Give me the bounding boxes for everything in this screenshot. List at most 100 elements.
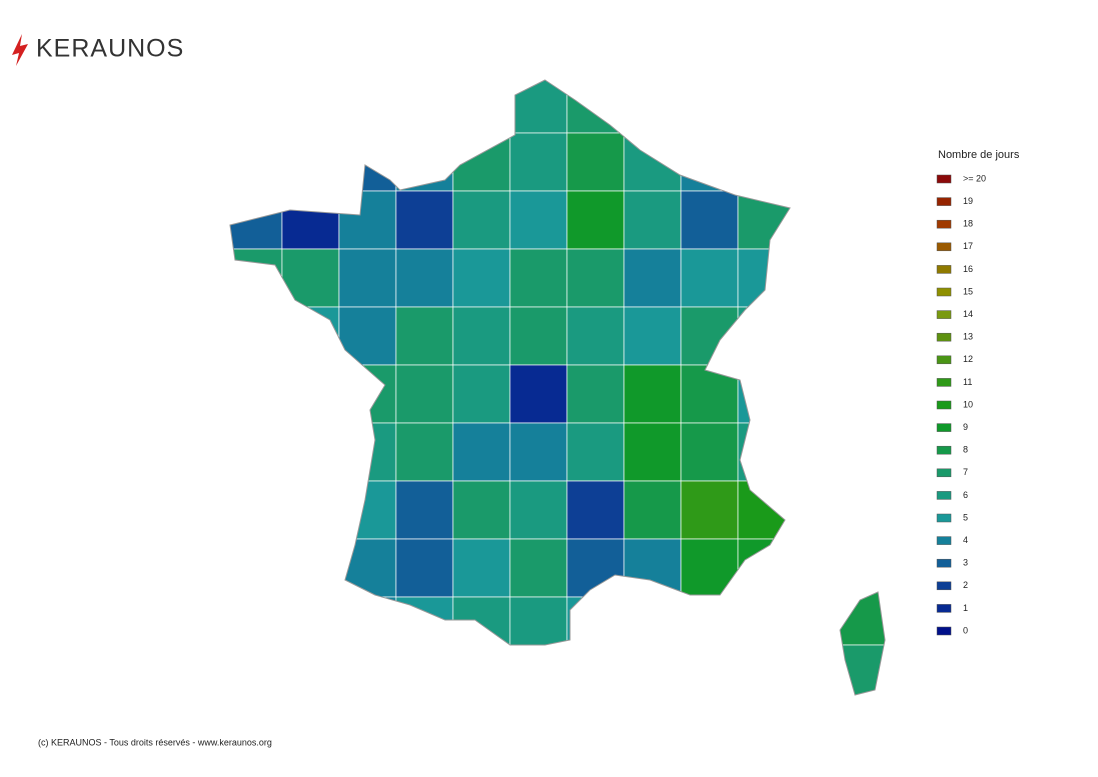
legend-label: 19 [963,196,973,206]
department [452,538,511,598]
legend-swatch [936,332,952,342]
department [230,364,283,424]
department [338,306,397,366]
legend-swatch [936,513,952,523]
department [338,538,397,598]
legend-swatch [936,287,952,297]
legend-swatch [936,423,952,432]
department [452,596,511,645]
department [509,422,568,482]
department [737,422,790,482]
department [395,80,454,134]
department [230,80,283,134]
legend-swatch [936,378,952,387]
department [230,190,283,250]
department [395,538,454,598]
legend-swatch [936,536,952,545]
department [680,248,739,308]
department [230,248,283,308]
legend-title: Nombre de jours [938,149,1020,161]
department [509,132,568,192]
department [737,538,790,598]
department [452,190,511,250]
department [680,480,739,540]
legend-label: 6 [963,490,968,500]
department [281,364,340,424]
department [623,306,682,366]
footer: (c) KERAUNOS - Tous droits réservés - ww… [38,737,272,747]
department [623,248,682,308]
legend-label: 3 [963,558,968,568]
legend-label: 5 [963,512,968,522]
department [680,422,739,482]
department [395,132,454,192]
logo-bolt [12,34,28,66]
department [281,480,340,540]
logo-text: KERAUNOS [36,35,184,63]
department [281,538,340,598]
department [395,364,454,424]
department [452,306,511,366]
department [680,306,739,366]
department [509,480,568,540]
legend-label: 12 [963,354,973,364]
department [623,364,682,424]
department [281,248,340,308]
legend-label: 11 [963,377,972,387]
department [680,80,739,134]
department [281,596,340,645]
legend-label: 14 [963,309,973,319]
department [338,248,397,308]
department [623,480,682,540]
legend-swatch [936,310,952,319]
department [566,596,625,645]
legend-label: 2 [963,580,968,590]
department [737,364,790,424]
department [623,422,682,482]
legend-swatch [936,581,952,591]
department [566,538,625,598]
department [338,364,397,424]
department [566,306,625,366]
department [623,596,682,645]
department [623,190,682,250]
department [281,190,340,250]
department [566,480,625,540]
legend-swatch [936,604,952,613]
department [840,644,885,695]
legend-label: >= 20 [963,173,986,183]
corsica-outline [839,591,886,696]
legend-label: 7 [963,467,968,477]
department [230,596,283,645]
department [623,132,682,192]
department [281,306,340,366]
legend-swatch [936,558,952,568]
department [281,132,340,192]
department [509,596,568,645]
legend-label: 8 [963,445,968,455]
department [509,190,568,250]
department [566,80,625,134]
department [230,480,283,540]
legend-swatch [936,491,952,500]
legend-label: 0 [963,625,968,635]
legend-swatch [936,265,952,274]
department [281,422,340,482]
legend-swatch [936,468,952,478]
department [680,596,739,645]
legend-label: 9 [963,422,968,432]
department [452,480,511,540]
legend-swatch [936,219,952,229]
department [509,306,568,366]
department [395,306,454,366]
department [338,190,397,250]
department [737,480,790,540]
legend-label: 18 [963,219,973,229]
department [395,596,454,645]
department [230,132,283,192]
legend-swatch [936,445,952,455]
department [737,132,790,192]
department [230,422,283,482]
department [623,80,682,134]
